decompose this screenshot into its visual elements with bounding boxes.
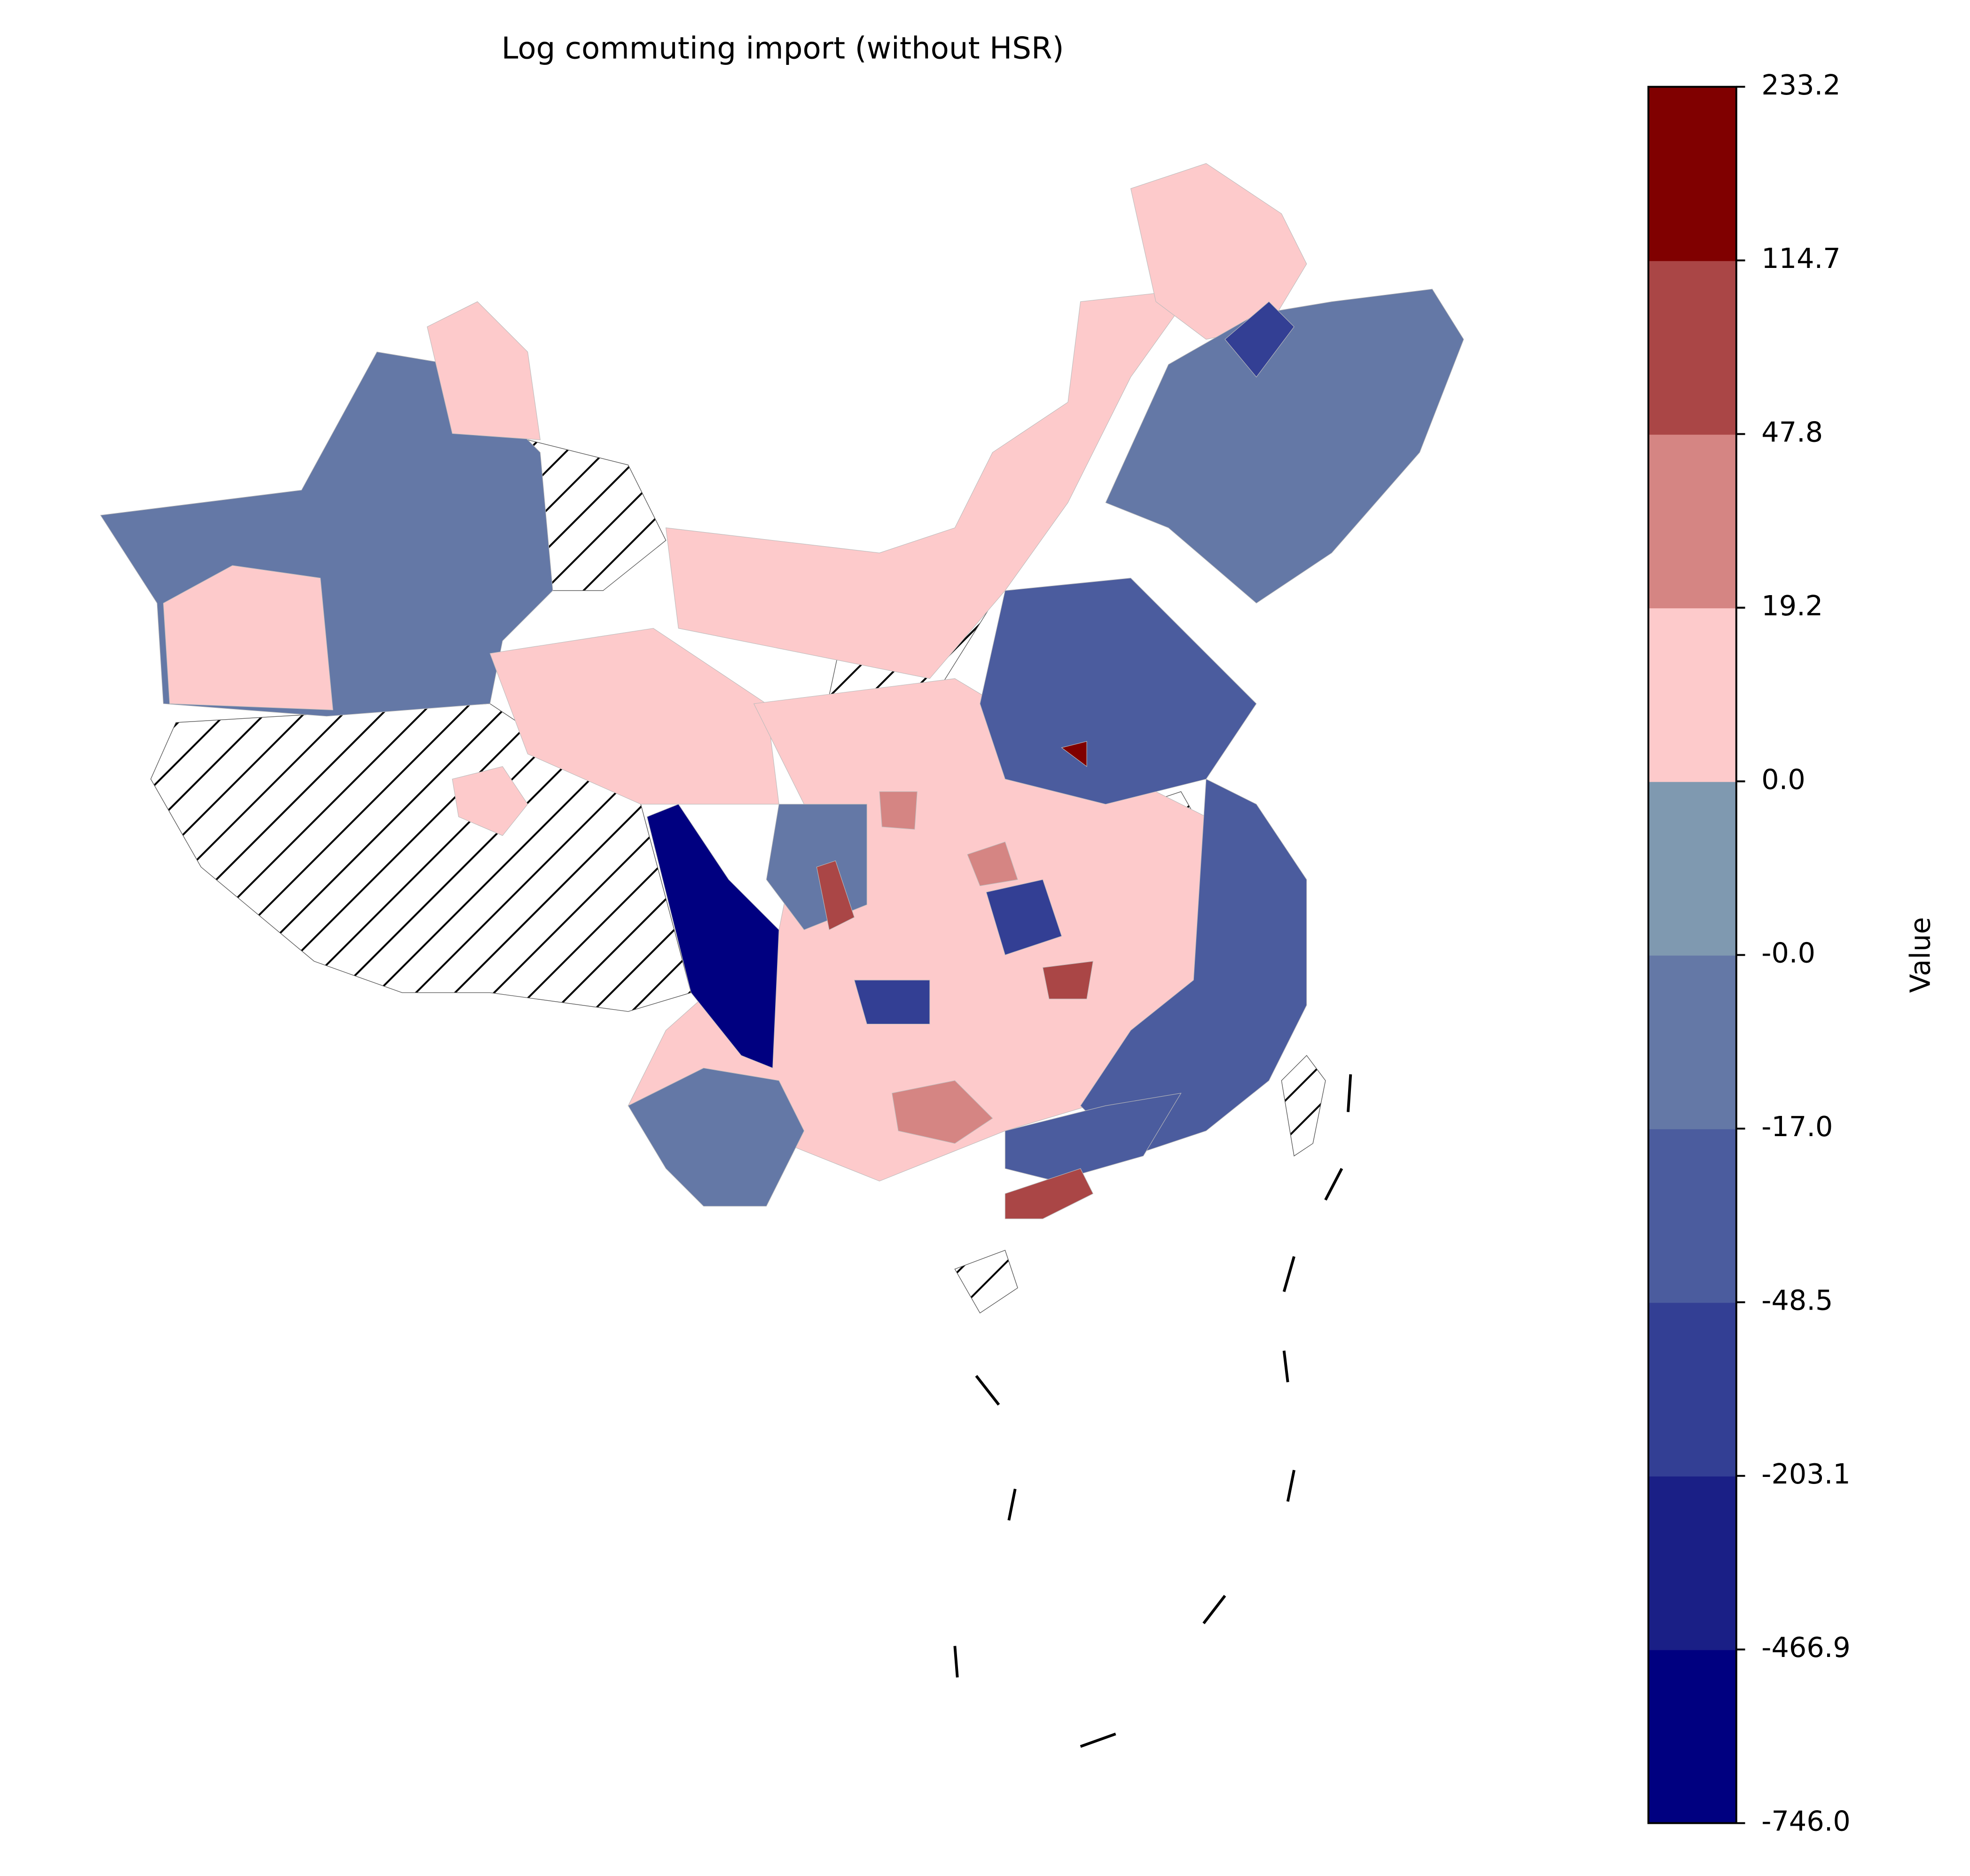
region — [816, 860, 855, 930]
colorbar-bin — [1648, 1649, 1736, 1824]
colorbar-label: Value — [1904, 917, 1937, 993]
region — [1080, 778, 1307, 1156]
map — [100, 163, 1464, 1748]
colorbar-bin — [1648, 781, 1736, 956]
colorbar-tick-label: -0.0 — [1761, 937, 1815, 969]
colorbar-bin — [1648, 86, 1736, 261]
region — [980, 578, 1257, 805]
region — [879, 791, 918, 830]
colorbar-tick-label: -203.1 — [1761, 1458, 1851, 1490]
region — [1224, 301, 1295, 377]
colorbar: -746.0 -466.9 -203.1 -48.5 -17.0 -0.0 0.0 19.2 4… — [1647, 69, 1851, 1837]
colorbar-bin — [1648, 607, 1736, 782]
region — [1005, 1168, 1094, 1219]
colorbar-tick-label: -48.5 — [1761, 1284, 1833, 1316]
region — [646, 804, 779, 1068]
colorbar-bin — [1648, 1128, 1736, 1303]
region — [628, 1068, 805, 1207]
no-data-region — [954, 1249, 1018, 1314]
colorbar-bin — [1648, 1476, 1736, 1650]
region — [665, 289, 1194, 679]
region — [1130, 163, 1307, 340]
region — [854, 980, 930, 1025]
region — [1105, 289, 1464, 604]
colorbar-tick-label: -17.0 — [1761, 1110, 1833, 1143]
chart-title: Log commuting import (without HSR) — [502, 31, 1064, 66]
colorbar-tick-label: 233.2 — [1761, 69, 1840, 101]
boundary-dash — [953, 1074, 1352, 1748]
colorbar-tick-label: 47.8 — [1761, 416, 1823, 448]
colorbar-tick-label: -466.9 — [1761, 1631, 1851, 1664]
colorbar-bin — [1648, 434, 1736, 609]
colorbar-bin — [1648, 260, 1736, 435]
region — [1061, 741, 1087, 767]
colorbar-bin — [1648, 955, 1736, 1130]
colorbar-tick-label: 0.0 — [1761, 763, 1805, 795]
region — [163, 565, 333, 710]
colorbar-tick-label: 114.7 — [1761, 242, 1840, 275]
region — [1005, 1092, 1182, 1182]
colorbar-tick-label: -746.0 — [1761, 1805, 1851, 1837]
region — [427, 301, 541, 440]
colorbar-tick-label: 19.2 — [1761, 589, 1823, 622]
region — [967, 841, 1018, 887]
no-data-region — [1281, 1055, 1326, 1157]
region — [1042, 961, 1094, 999]
region — [452, 766, 528, 836]
colorbar-bin — [1648, 1302, 1736, 1477]
region — [986, 879, 1062, 956]
region — [892, 1080, 993, 1144]
